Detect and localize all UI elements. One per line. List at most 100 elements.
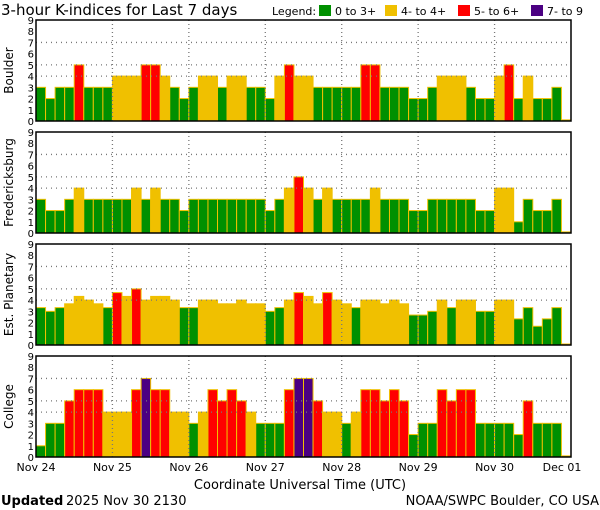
- k-index-bar: [322, 86, 333, 122]
- k-index-bar: [102, 411, 113, 458]
- k-index-bar: [398, 303, 410, 346]
- k-index-bar: [83, 299, 94, 346]
- k-index-bar: [207, 198, 219, 234]
- y-tick-label: 8: [28, 27, 34, 38]
- k-index-bar: [102, 86, 113, 122]
- k-index-bar: [408, 314, 419, 346]
- k-index-bar: [92, 198, 104, 234]
- k-index-bar: [360, 198, 371, 234]
- y-tick-label: 7: [28, 374, 34, 385]
- k-index-bar: [360, 64, 371, 122]
- k-index-bar: [446, 198, 457, 234]
- y-tick-label: 4: [28, 184, 34, 195]
- k-index-bar: [102, 198, 113, 234]
- y-tick-label: 1: [28, 330, 34, 341]
- panel-frame: [35, 243, 572, 346]
- k-index-bar: [207, 75, 219, 122]
- k-index-bar: [551, 198, 562, 234]
- k-index-bar: [73, 64, 85, 122]
- k-index-bar: [226, 198, 238, 234]
- k-index-bar: [408, 98, 419, 122]
- y-tick-label: 2: [28, 431, 34, 442]
- legend-swatch: [531, 5, 543, 16]
- k-index-bar: [341, 303, 352, 346]
- k-index-bar: [245, 303, 257, 346]
- y-tick-label: 4: [28, 408, 34, 419]
- k-index-bar: [293, 377, 305, 458]
- k-index-bar: [503, 187, 515, 234]
- k-index-bar: [484, 422, 496, 458]
- y-tick-label: 8: [28, 139, 34, 150]
- k-index-bar: [178, 307, 190, 346]
- k-index-bar: [494, 187, 505, 234]
- k-index-bar: [436, 75, 448, 122]
- k-index-bar: [360, 389, 371, 458]
- k-index-bar: [388, 86, 400, 122]
- k-index-bar: [121, 295, 133, 346]
- legend-item-label: 4- to 4+: [401, 5, 446, 18]
- k-index-bar: [140, 299, 152, 346]
- k-index-bar: [312, 86, 324, 122]
- k-index-bar: [92, 389, 104, 458]
- k-index-bar: [303, 295, 314, 346]
- k-index-bar: [226, 303, 238, 346]
- y-tick-label: 5: [28, 397, 34, 408]
- x-axis-label: Coordinate Universal Time (UTC): [194, 478, 406, 493]
- k-index-bar: [283, 187, 295, 234]
- y-tick-label: 0: [28, 229, 34, 240]
- k-index-bar: [54, 422, 66, 458]
- k-index-bar: [341, 198, 352, 234]
- k-index-bar: [503, 64, 515, 122]
- k-index-bar: [465, 299, 476, 346]
- k-index-bar: [398, 400, 410, 458]
- k-index-bar: [474, 210, 486, 234]
- x-tick-label: Nov 26: [169, 461, 208, 474]
- k-index-bar: [331, 198, 343, 234]
- k-index-bar: [455, 75, 467, 122]
- y-tick-label: 6: [28, 50, 34, 61]
- k-index-bar: [159, 75, 171, 122]
- k-index-bar: [312, 400, 324, 458]
- k-index-bar: [513, 98, 524, 122]
- k-index-bar: [388, 299, 400, 346]
- x-tick-label: Nov 24: [17, 461, 56, 474]
- k-index-bar: [398, 86, 410, 122]
- k-index-bar: [131, 288, 142, 346]
- k-index-bar: [541, 318, 553, 346]
- k-index-bar: [35, 86, 47, 122]
- k-index-bar: [350, 411, 362, 458]
- k-index-bar: [45, 98, 56, 122]
- k-index-bar: [131, 389, 142, 458]
- k-index-bar: [217, 198, 228, 234]
- k-index-bar: [541, 210, 553, 234]
- k-index-bar: [455, 389, 467, 458]
- k-index-bar: [350, 198, 362, 234]
- k-index-bar: [513, 434, 524, 458]
- k-index-bar: [312, 198, 324, 234]
- k-index-bar: [369, 299, 381, 346]
- k-index-bar: [513, 221, 524, 234]
- y-tick-label: 5: [28, 285, 34, 296]
- k-index-bar: [217, 303, 228, 346]
- legend: 0 to 3+ 4- to 4+ 5- to 6+ 7- to 9: [319, 5, 583, 18]
- k-index-bar: [140, 377, 152, 458]
- k-index-bar: [236, 75, 247, 122]
- y-tick-label: 9: [28, 240, 34, 251]
- k-index-bar: [169, 86, 180, 122]
- k-index-bar: [150, 64, 161, 122]
- k-index-bar: [83, 198, 94, 234]
- y-tick-label: 3: [28, 307, 34, 318]
- x-tick-label: Nov 30: [475, 461, 514, 474]
- k-index-bar: [150, 389, 161, 458]
- k-index-bar: [197, 75, 209, 122]
- k-index-bar: [169, 411, 180, 458]
- k-index-bar: [111, 411, 123, 458]
- k-index-bar: [427, 86, 438, 122]
- k-index-bar: [283, 389, 295, 458]
- k-index-bar: [417, 210, 429, 234]
- k-index-bar: [73, 295, 85, 346]
